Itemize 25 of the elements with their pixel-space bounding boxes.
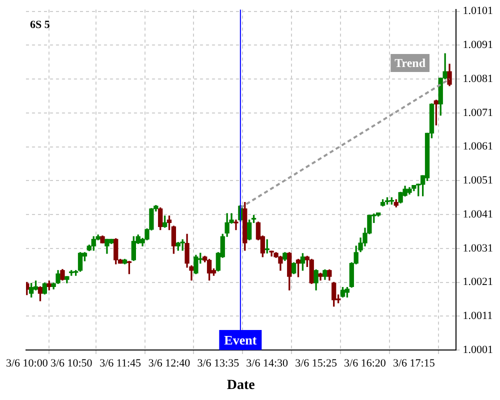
series-label: Trend bbox=[394, 56, 426, 70]
y-tick-label: 1.0071 bbox=[462, 106, 493, 119]
y-tick-label: 1.0031 bbox=[462, 242, 493, 254]
y-tick-label: 1.0021 bbox=[462, 276, 493, 288]
y-tick-label: 1.0101 bbox=[462, 5, 493, 18]
y-tick-label: 1.0041 bbox=[462, 208, 493, 220]
y-tick-label: 1.0051 bbox=[462, 174, 493, 187]
y-tick-label: 1.0091 bbox=[462, 39, 493, 52]
y-tick-label: 1.0011 bbox=[462, 310, 493, 322]
x-tick-label: 3/6 12:40 bbox=[148, 357, 191, 370]
x-tick-label: 3/6 15:25 bbox=[295, 357, 338, 370]
x-tick-label: 3/6 13:35 bbox=[197, 357, 240, 370]
y-tick-label: 1.0081 bbox=[462, 72, 493, 85]
x-tick-label: 3/6 10:50 bbox=[50, 357, 93, 370]
ref-line-label: Event bbox=[224, 332, 258, 348]
x-tick-label: 3/6 17:15 bbox=[392, 357, 436, 370]
y-tick-label: 1.0061 bbox=[462, 140, 493, 153]
x-axis-title: Date bbox=[226, 378, 255, 394]
y-tick-label: 1.0001 bbox=[462, 344, 493, 356]
text: 6S 5 bbox=[30, 18, 50, 31]
x-tick-label: 3/6 14:30 bbox=[246, 357, 289, 370]
candlestick bbox=[234, 220, 238, 230]
x-tick-label: 3/6 16:20 bbox=[344, 357, 386, 370]
x-tick-label: 3/6 10:00 bbox=[6, 357, 48, 370]
x-tick-label: 3/6 11:45 bbox=[100, 357, 142, 370]
